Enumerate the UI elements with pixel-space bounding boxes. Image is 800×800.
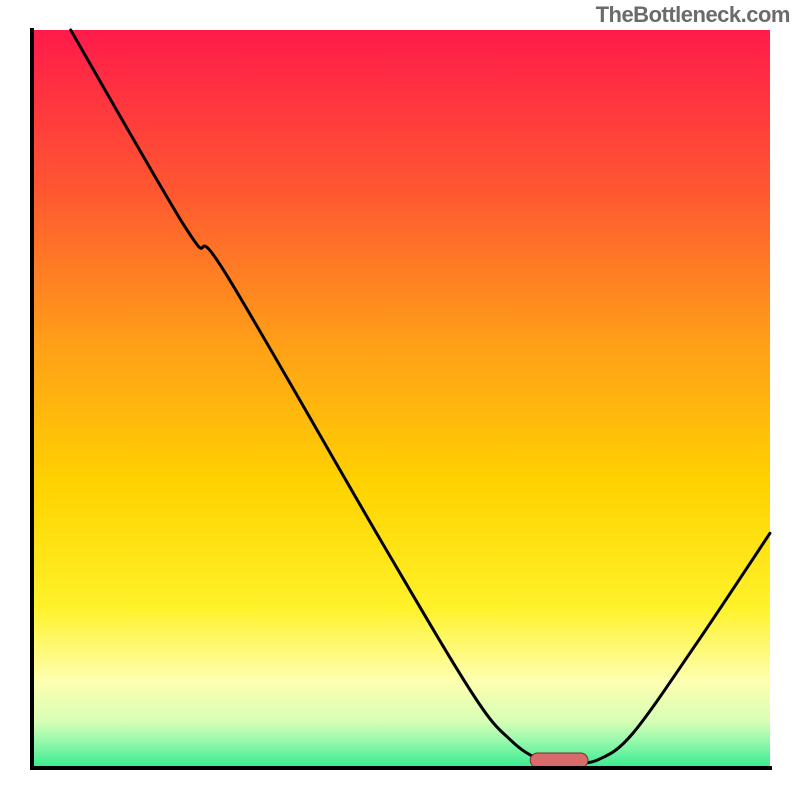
chart-svg (0, 0, 800, 800)
gradient-background (30, 30, 770, 770)
optimal-marker (530, 753, 588, 768)
chart-container: TheBottleneck.com (0, 0, 800, 800)
